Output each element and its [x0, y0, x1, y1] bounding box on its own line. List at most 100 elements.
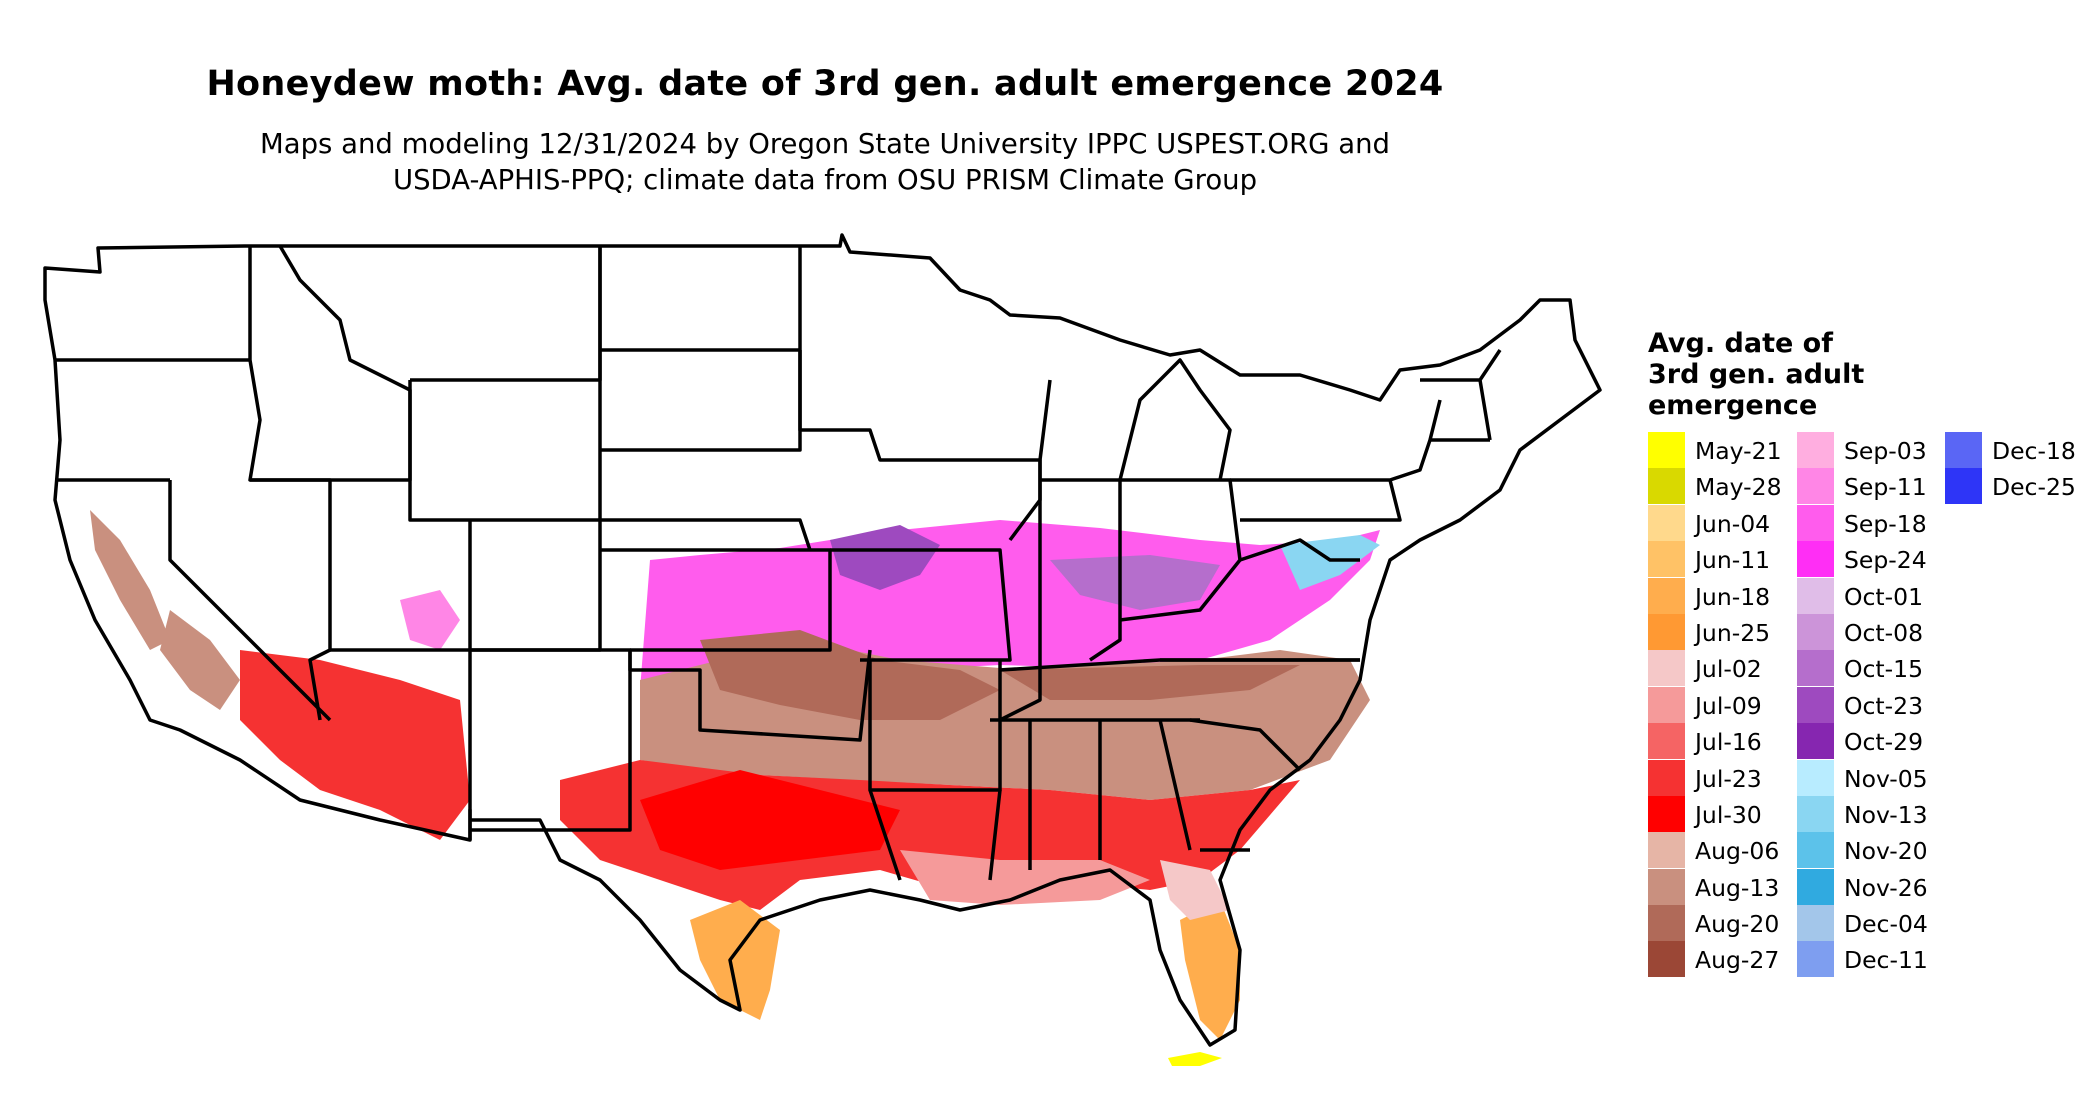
- legend-title: Avg. date of 3rd gen. adult emergence: [1648, 328, 1864, 421]
- legend-label: Oct-23: [1844, 691, 1924, 720]
- zone-oct-b: [1050, 555, 1220, 610]
- legend-label: Jun-04: [1695, 509, 1771, 538]
- legend-swatch: [1648, 686, 1685, 723]
- legend-swatch: [1797, 759, 1834, 796]
- legend-swatch: [1648, 941, 1685, 978]
- legend-label: Sep-24: [1844, 546, 1927, 575]
- legend-label: Jul-23: [1695, 764, 1762, 793]
- legend-swatch: [1648, 723, 1685, 760]
- mi: [1038, 358, 1232, 481]
- zone-sw: [240, 650, 470, 840]
- legend-swatch: [1648, 504, 1685, 541]
- legend-label: Aug-06: [1695, 837, 1780, 866]
- mn-ia: [798, 350, 1042, 542]
- legend-swatch: [1797, 468, 1834, 505]
- legend-label: Oct-08: [1844, 618, 1924, 647]
- legend-label: Sep-03: [1844, 437, 1927, 465]
- legend-swatch: [1648, 832, 1685, 869]
- wi-il: [999, 460, 1042, 722]
- ca-nv-border: [168, 480, 332, 722]
- zone-nov: [1280, 535, 1380, 590]
- us-outline: [43, 233, 1602, 1047]
- tn-ms-al: [990, 718, 1200, 870]
- legend-swatch: [1797, 868, 1834, 905]
- legend-title-line-3: emergence: [1648, 390, 1818, 421]
- legend-swatch: [1797, 541, 1834, 578]
- zone-aug-dark-b: [1000, 665, 1300, 700]
- pa-ny: [1230, 399, 1442, 522]
- legend-swatch: [1648, 432, 1685, 468]
- legend-label: May-21: [1695, 437, 1782, 465]
- legend-swatch: [1797, 432, 1834, 468]
- legend-label: Sep-18: [1844, 509, 1927, 538]
- ne-ks: [600, 518, 832, 652]
- legend-swatch: [1945, 432, 1982, 468]
- state-boundaries: [43, 233, 1602, 1047]
- mo-ar: [830, 548, 1012, 792]
- legend-label: Oct-01: [1844, 582, 1924, 611]
- legend-label: Oct-15: [1844, 655, 1924, 684]
- map-title: Honeydew moth: Avg. date of 3rd gen. adu…: [206, 64, 1444, 104]
- legend-label: Jul-30: [1695, 800, 1762, 829]
- legend-label: Nov-13: [1844, 800, 1928, 829]
- mt-wy: [410, 246, 602, 382]
- legend-swatch: [1648, 468, 1685, 505]
- zone-ca-valley: [90, 510, 170, 650]
- legend-swatch: [1797, 613, 1834, 650]
- legend-swatch: [1648, 759, 1685, 796]
- zone-jul-light: [900, 850, 1150, 905]
- id-border: [248, 245, 412, 482]
- legend-swatch: [1797, 905, 1834, 942]
- legend-label: Dec-18: [1992, 437, 2076, 465]
- zone-sw-pink: [400, 590, 460, 650]
- legend-swatch: [1648, 650, 1685, 687]
- legend-swatch: [1797, 577, 1834, 614]
- legend-label: Nov-20: [1844, 837, 1928, 866]
- la: [868, 789, 1002, 881]
- legend-label: Dec-11: [1844, 946, 1928, 975]
- legend-swatch: [1648, 541, 1685, 578]
- legend-label: Jun-18: [1695, 582, 1771, 611]
- legend-label: May-28: [1695, 473, 1782, 502]
- legend-swatch: [1648, 905, 1685, 942]
- legend-label: Dec-25: [1992, 473, 2076, 502]
- map-subtitle: Maps and modeling 12/31/2024 by Oregon S…: [0, 126, 1650, 198]
- zone-fl-orange: [1180, 900, 1240, 1040]
- subtitle-line-1: Maps and modeling 12/31/2024 by Oregon S…: [260, 128, 1390, 160]
- zone-jul-deep: [640, 770, 900, 870]
- legend-label: Nov-05: [1844, 764, 1928, 793]
- zone-fl-yellow: [1168, 1052, 1222, 1066]
- ok-tx: [628, 649, 872, 742]
- legend-swatch: [1945, 468, 1982, 505]
- legend-swatch: [1797, 650, 1834, 687]
- legend-label: Aug-20: [1695, 910, 1780, 939]
- new-england: [1420, 349, 1502, 442]
- legend-label: Jul-09: [1695, 691, 1762, 720]
- legend-swatch: [1797, 723, 1834, 760]
- subtitle-line-2: USDA-APHIS-PPQ; climate data from OSU PR…: [392, 164, 1258, 196]
- ga-sc: [1189, 718, 1302, 852]
- legend-swatch: [1797, 941, 1834, 978]
- legend-label: Aug-13: [1695, 873, 1780, 902]
- legend-title-line-2: 3rd gen. adult: [1648, 359, 1865, 390]
- legend-swatch: [1648, 613, 1685, 650]
- zone-fl-pink: [1160, 860, 1230, 920]
- legend-label: Sep-11: [1844, 473, 1927, 502]
- legend-swatch: [1648, 577, 1685, 614]
- legend-swatch: [1648, 795, 1685, 832]
- legend-title-line-1: Avg. date of: [1648, 328, 1833, 359]
- legend-label: Jun-11: [1695, 546, 1771, 575]
- zone-tx-orange: [690, 900, 780, 1020]
- zone-aug-dark: [700, 630, 1000, 720]
- legend-label: Oct-29: [1844, 728, 1924, 757]
- legend-swatch: [1797, 832, 1834, 869]
- legend-label: Dec-04: [1844, 910, 1928, 939]
- il-in: [1040, 478, 1122, 662]
- legend-label: Nov-26: [1844, 873, 1928, 902]
- legend-label: Jul-02: [1695, 655, 1762, 684]
- zone-sw-brown: [160, 610, 240, 710]
- va-nc: [1160, 538, 1360, 662]
- legend-swatch: [1797, 795, 1834, 832]
- legend-label: Jun-25: [1695, 618, 1771, 647]
